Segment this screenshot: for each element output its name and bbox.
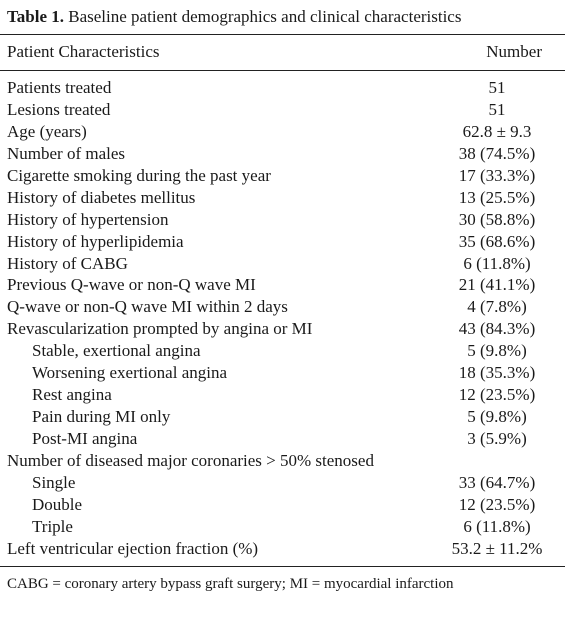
table-row: Pain during MI only 5 (9.8%) — [0, 406, 565, 428]
row-label: Pain during MI only — [32, 407, 171, 427]
row-value: 6 (11.8%) — [463, 253, 531, 273]
table-row: Revascularization prompted by angina or … — [0, 318, 565, 340]
row-label: Lesions treated — [7, 99, 111, 119]
row-label: Patients treated — [7, 78, 112, 97]
table-row: Double 12 (23.5%) — [0, 494, 565, 516]
row-label: History of diabetes mellitus — [7, 187, 196, 207]
bottom-rule — [0, 566, 565, 567]
row-label: Worsening exertional angina — [32, 363, 228, 383]
row-label: History of CABG — [7, 253, 128, 273]
table-row: Previous Q-wave or non-Q wave MI 21 (41.1… — [0, 274, 565, 296]
table-caption: Table 1. Baseline patient demographics a… — [7, 6, 461, 28]
row-label: Previous Q-wave or non-Q wave MI — [7, 275, 256, 295]
table-row: History of CABG 6 (11.8%) — [0, 253, 565, 275]
row-value: 30 (58.8%) — [458, 209, 536, 229]
row-value: 33 (64.7%) — [458, 472, 536, 492]
table-row: Lesions treated 51 — [0, 99, 565, 121]
table-row: Number of diseased major coronaries > 50… — [0, 450, 565, 472]
row-label: Stable, exertional angina — [32, 341, 201, 361]
row-value: 17 (33.3%) — [458, 165, 536, 185]
table-row: Number of males 38 (74.5%) — [0, 143, 565, 165]
table-row: Left ventricular ejection fraction (%) 53… — [0, 538, 565, 560]
column-header-characteristics: Patient Characteristics — [7, 42, 160, 61]
top-rule — [0, 34, 565, 35]
row-label: Triple — [32, 516, 73, 536]
table-row: Cigarette smoking during the past year 17… — [0, 165, 565, 187]
row-label: Single — [32, 472, 76, 492]
row-value: 6 (11.8%) — [463, 516, 531, 536]
row-value: 13 (25.5%) — [458, 187, 536, 207]
row-value: 5 (9.8%) — [467, 407, 527, 427]
table-row: History of hyperlipidemia 35 (68.6%) — [0, 231, 565, 253]
row-value: 12 (23.5%) — [458, 385, 536, 405]
table-row: Post-MI angina 3 (5.9%) — [0, 428, 565, 450]
row-label: Revascularization prompted by angina or … — [7, 319, 313, 339]
row-label: Cigarette smoking during the past year — [7, 165, 271, 185]
table-footnote: CABG = coronary artery bypass graft surg… — [7, 576, 454, 592]
row-value: 4 (7.8%) — [467, 297, 527, 317]
row-value: 51 — [488, 78, 506, 97]
row-value: 21 (41.1%) — [458, 275, 536, 295]
row-value: 12 (23.5%) — [458, 494, 536, 514]
row-value: 5 (9.8%) — [467, 341, 527, 361]
row-label: History of hyperlipidemia — [7, 231, 184, 251]
row-label: Post-MI angina — [32, 429, 138, 448]
row-label: Number of males — [7, 143, 126, 163]
table-row: Patients treated 51 — [0, 77, 565, 99]
table-row: Stable, exertional angina 5 (9.8%) — [0, 340, 565, 362]
row-label: Q-wave or non-Q wave MI within 2 days — [7, 297, 288, 317]
row-value: 35 (68.6%) — [458, 231, 536, 251]
table-row: Age (years) 62.8 ± 9.3 — [0, 121, 565, 143]
table-row: Q-wave or non-Q wave MI within 2 days 4 (… — [0, 296, 565, 318]
row-value: 43 (84.3%) — [458, 319, 536, 339]
row-label: Left ventricular ejection fraction (%) — [7, 538, 259, 558]
table-row: Single 33 (64.7%) — [0, 472, 565, 494]
column-header-number: Number — [486, 42, 542, 61]
table-row: Worsening exertional angina 18 (35.3%) — [0, 362, 565, 384]
table-row: History of diabetes mellitus 13 (25.5%) — [0, 187, 565, 209]
table-row: Triple 6 (11.8%) — [0, 516, 565, 538]
row-value: 51 — [488, 99, 506, 119]
row-label: Rest angina — [32, 385, 112, 405]
table-row: Rest angina 12 (23.5%) — [0, 384, 565, 406]
row-value: 18 (35.3%) — [458, 363, 536, 383]
row-label: Double — [32, 494, 83, 514]
table-body: Patients treated 51 Lesions treated 51 Age (… — [0, 77, 565, 560]
row-value: 62.8 ± 9.3 — [462, 121, 532, 141]
row-value: 38 (74.5%) — [458, 143, 536, 163]
row-label: Age (years) — [7, 121, 87, 141]
row-value: 3 (5.9%) — [467, 429, 527, 448]
table-caption-label: Table 1. — [7, 7, 65, 26]
table-caption-text: Baseline patient demographics and clinic… — [64, 7, 462, 26]
table-row: History of hypertension 30 (58.8%) — [0, 209, 565, 231]
header-rule — [0, 70, 565, 71]
row-label: Number of diseased major coronaries > 50… — [7, 450, 374, 470]
row-label: History of hypertension — [7, 209, 169, 229]
row-value: 53.2 ± 11.2% — [451, 538, 543, 558]
